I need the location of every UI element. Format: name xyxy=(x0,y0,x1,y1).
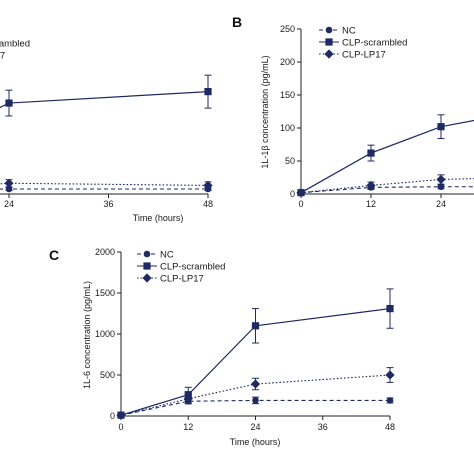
x-tick-label: 0 xyxy=(118,422,123,432)
panel-c-chart: 0 12 24 36 48 0 500 1000 1500 2000 Time (hours) 1L-… xyxy=(49,247,395,447)
panel-a-chart: 12243648Time (hours)-scrambledLP17 xyxy=(0,39,213,223)
legend-label: LP17 xyxy=(0,51,5,62)
y-tick-label: 2000 xyxy=(95,247,115,257)
data-point-marker xyxy=(386,397,394,404)
series-line xyxy=(300,177,474,194)
legend-label: NC xyxy=(342,26,356,37)
y-tick-label: 0 xyxy=(290,189,295,199)
data-point-marker xyxy=(366,180,376,191)
y-tick-label: 200 xyxy=(280,57,295,67)
legend-label: CLP-scrambled xyxy=(160,262,225,273)
data-point-marker xyxy=(385,370,395,380)
series-clp-lp17 xyxy=(0,178,213,191)
legend-label: CLP-scrambled xyxy=(342,38,407,49)
x-tick-label: 0 xyxy=(298,199,303,209)
legend-marker xyxy=(143,262,151,270)
data-point-marker xyxy=(436,174,446,185)
y-tick-label: 100 xyxy=(280,123,295,133)
y-tick-label: 0 xyxy=(110,411,115,421)
series-clp-lp17 xyxy=(116,367,395,420)
x-axis-label: Time (hours) xyxy=(230,437,281,447)
data-point-marker xyxy=(252,397,259,404)
legend-marker xyxy=(325,38,333,46)
legend-label: NC xyxy=(160,250,174,261)
x-tick-label: 36 xyxy=(103,199,113,209)
x-tick-label: 24 xyxy=(436,199,446,209)
data-point-marker xyxy=(296,188,306,198)
x-tick-label: 48 xyxy=(385,422,395,432)
y-tick-label: 1000 xyxy=(95,329,115,339)
legend-marker xyxy=(143,250,151,258)
series-line xyxy=(120,399,390,416)
x-axis-label: Time (hours) xyxy=(133,213,184,223)
data-point-marker xyxy=(203,180,213,191)
data-point-marker xyxy=(251,322,260,330)
panel-content: 0 12 24 36 48 0 500 1000 1500 2000 Time (hours) 1L-… xyxy=(49,247,395,447)
series-line xyxy=(0,91,209,109)
panel-content: 12243648Time (hours)-scrambledLP17 xyxy=(0,39,213,223)
panel-content: 0 12 24 0 50 100 150 200 250 1L-1β concentration … xyxy=(232,14,474,209)
legend-marker xyxy=(142,273,152,283)
x-tick-label: 12 xyxy=(366,199,376,209)
panel-b-chart: 0 12 24 0 50 100 150 200 250 1L-1β concentration … xyxy=(232,14,474,209)
panel-label: B xyxy=(232,14,242,30)
series-line xyxy=(120,374,391,416)
x-tick-label: 24 xyxy=(250,422,260,432)
legend-label: -scrambled xyxy=(0,39,30,50)
data-point-marker xyxy=(437,123,445,131)
y-tick-label: 150 xyxy=(280,90,295,100)
series-nc xyxy=(117,396,394,419)
data-point-marker xyxy=(5,99,13,107)
data-point-marker xyxy=(250,379,261,389)
data-point-marker xyxy=(116,410,126,420)
y-axis-label: 1L-1β concentration (pg/mL) xyxy=(260,55,270,168)
y-tick-label: 500 xyxy=(100,370,115,380)
x-tick-label: 24 xyxy=(4,199,14,209)
data-point-marker xyxy=(183,394,193,404)
x-tick-label: 48 xyxy=(203,199,213,209)
data-point-marker xyxy=(386,304,394,313)
panel-label: C xyxy=(49,247,59,263)
series-clp-scrambled xyxy=(297,114,474,197)
y-tick-label: 250 xyxy=(280,24,295,34)
legend: -scrambledLP17 xyxy=(0,39,30,62)
y-tick-label: 50 xyxy=(285,156,295,166)
y-tick-label: 1500 xyxy=(95,288,115,298)
y-axis-label: 1L-6 concentration (pg/mL) xyxy=(82,281,92,389)
series-line xyxy=(120,307,391,416)
series-line xyxy=(300,186,474,194)
legend-marker xyxy=(325,26,333,34)
data-point-marker xyxy=(437,183,445,191)
series-line xyxy=(0,188,208,190)
legend-marker xyxy=(324,49,334,59)
series-line xyxy=(300,119,474,194)
data-point-marker xyxy=(4,178,14,188)
x-tick-label: 12 xyxy=(183,422,193,432)
legend-label: CLP-LP17 xyxy=(160,274,204,285)
series-nc xyxy=(0,185,212,193)
series-clp-lp17 xyxy=(296,174,474,198)
x-tick-label: 36 xyxy=(318,422,328,432)
legend-label: CLP-LP17 xyxy=(342,50,386,61)
series-clp-scrambled xyxy=(0,74,212,117)
data-point-marker xyxy=(204,88,212,96)
data-point-marker xyxy=(367,149,375,157)
